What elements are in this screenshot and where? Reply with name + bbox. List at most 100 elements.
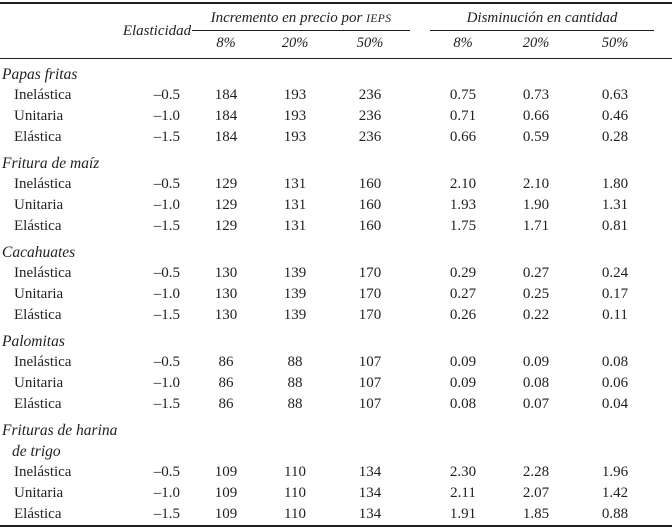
column-gap	[410, 504, 430, 526]
section-header-row: Cacahuates	[0, 237, 672, 263]
elasticity-value: –0.5	[153, 87, 180, 103]
data-row: Unitaria –1.0 130 139 170 0.27 0.25 0.17	[0, 284, 672, 305]
quantity-decrease-value: 0.81	[601, 218, 629, 234]
row-label: Unitaria	[14, 485, 64, 501]
quantity-decrease-value: 0.63	[601, 87, 629, 103]
price-increase-value: 134	[358, 464, 382, 480]
quantity-decrease-value: 0.75	[449, 87, 477, 103]
subcol-header-price-8: 8%	[192, 30, 260, 59]
ieps-smallcaps-label: IEPS	[366, 13, 392, 25]
quantity-decrease-value: 2.07	[522, 485, 550, 501]
quantity-decrease-value: 0.46	[601, 108, 629, 124]
row-label: Inelástica	[14, 87, 72, 103]
quantity-decrease-value: 0.88	[601, 506, 629, 522]
price-increase-value: 184	[214, 108, 238, 124]
row-label: Elástica	[14, 307, 62, 323]
quantity-decrease-value: 0.66	[522, 108, 550, 124]
quantity-decrease-value: 2.11	[450, 485, 476, 501]
quantity-decrease-value: 0.27	[449, 286, 477, 302]
price-increase-value: 129	[214, 218, 238, 234]
elasticity-value: –0.5	[153, 265, 180, 281]
elasticity-value: –1.0	[153, 286, 180, 302]
row-right-pad	[654, 127, 672, 148]
data-row: Elástica –1.5 86 88 107 0.08 0.07 0.04	[0, 394, 672, 415]
column-gap	[410, 106, 430, 127]
quantity-decrease-value: 0.25	[522, 286, 550, 302]
column-gap	[410, 373, 430, 394]
row-label: Inelástica	[14, 176, 72, 192]
section-title: Fritura de maíz	[2, 154, 100, 172]
quantity-decrease-value: 1.85	[522, 506, 550, 522]
row-right-pad	[654, 305, 672, 326]
price-increase-value: 193	[283, 108, 307, 124]
row-right-pad	[654, 483, 672, 504]
section-title: Palomitas	[2, 332, 65, 350]
column-gap	[410, 462, 430, 483]
row-label: Inelástica	[14, 464, 72, 480]
price-increase-value: 236	[358, 87, 382, 103]
quantity-decrease-value: 0.66	[449, 129, 477, 145]
column-gap	[410, 3, 430, 59]
price-increase-value: 184	[214, 87, 238, 103]
row-label: Inelástica	[14, 354, 72, 370]
elasticity-value: –1.5	[153, 129, 180, 145]
price-increase-value: 110	[284, 506, 306, 522]
header-right-pad	[654, 3, 672, 59]
group-header-quantity-decrease: Disminución en cantidad	[430, 3, 655, 31]
subcol-header-price-20: 20%	[260, 30, 330, 59]
row-right-pad	[654, 352, 672, 373]
quantity-decrease-value: 0.04	[601, 396, 629, 412]
row-label: Elástica	[14, 396, 62, 412]
quantity-decrease-value: 1.71	[522, 218, 550, 234]
price-increase-value: 107	[358, 396, 382, 412]
data-row: Elástica –1.5 109 110 134 1.91 1.85 0.88	[0, 504, 672, 526]
price-increase-value: 109	[214, 464, 238, 480]
price-increase-value: 110	[284, 464, 306, 480]
elasticity-value: –1.0	[153, 197, 180, 213]
price-increase-value: 86	[218, 375, 234, 391]
section-title: Frituras de harina	[2, 421, 118, 439]
elasticity-value: –0.5	[153, 354, 180, 370]
row-right-pad	[654, 394, 672, 415]
price-increase-value: 129	[214, 197, 238, 213]
quantity-decrease-value: 0.06	[601, 375, 629, 391]
section-header-row: Fritura de maíz	[0, 148, 672, 174]
elasticity-value: –1.0	[153, 108, 180, 124]
price-increase-value: 130	[214, 265, 238, 281]
quantity-decrease-value: 1.90	[522, 197, 550, 213]
column-gap	[410, 195, 430, 216]
price-increase-value: 131	[283, 218, 307, 234]
row-label: Unitaria	[14, 286, 64, 302]
row-label: Elástica	[14, 506, 62, 522]
price-increase-value: 236	[358, 129, 382, 145]
data-row: Unitaria –1.0 184 193 236 0.71 0.66 0.46	[0, 106, 672, 127]
row-right-pad	[654, 174, 672, 195]
column-gap	[410, 305, 430, 326]
quantity-decrease-value: 0.08	[522, 375, 550, 391]
data-row: Unitaria –1.0 86 88 107 0.09 0.08 0.06	[0, 373, 672, 394]
quantity-decrease-value: 0.29	[449, 265, 477, 281]
data-row: Inelástica –0.5 184 193 236 0.75 0.73 0.63	[0, 85, 672, 106]
row-label: Unitaria	[14, 108, 64, 124]
price-increase-value: 139	[283, 265, 307, 281]
elasticity-value: –1.5	[153, 506, 180, 522]
data-row: Inelástica –0.5 129 131 160 2.10 2.10 1.80	[0, 174, 672, 195]
price-increase-value: 130	[214, 286, 238, 302]
data-row: Elástica –1.5 130 139 170 0.26 0.22 0.11	[0, 305, 672, 326]
subcol-header-qty-8: 8%	[430, 30, 496, 59]
quantity-decrease-value: 1.96	[601, 464, 629, 480]
column-gap	[410, 85, 430, 106]
quantity-decrease-value: 1.42	[601, 485, 629, 501]
data-row: Unitaria –1.0 109 110 134 2.11 2.07 1.42	[0, 483, 672, 504]
section-header-row: Palomitas	[0, 326, 672, 352]
price-increase-value: 236	[358, 108, 382, 124]
price-increase-value: 86	[218, 354, 234, 370]
price-increase-value: 134	[358, 506, 382, 522]
quantity-decrease-value: 0.07	[522, 396, 550, 412]
price-increase-value: 160	[358, 218, 382, 234]
header-row-subcols: 8% 20% 50% 8% 20% 50%	[0, 30, 672, 59]
subcol-header-qty-50: 50%	[576, 30, 655, 59]
row-right-pad	[654, 284, 672, 305]
elasticity-value: –1.0	[153, 375, 180, 391]
